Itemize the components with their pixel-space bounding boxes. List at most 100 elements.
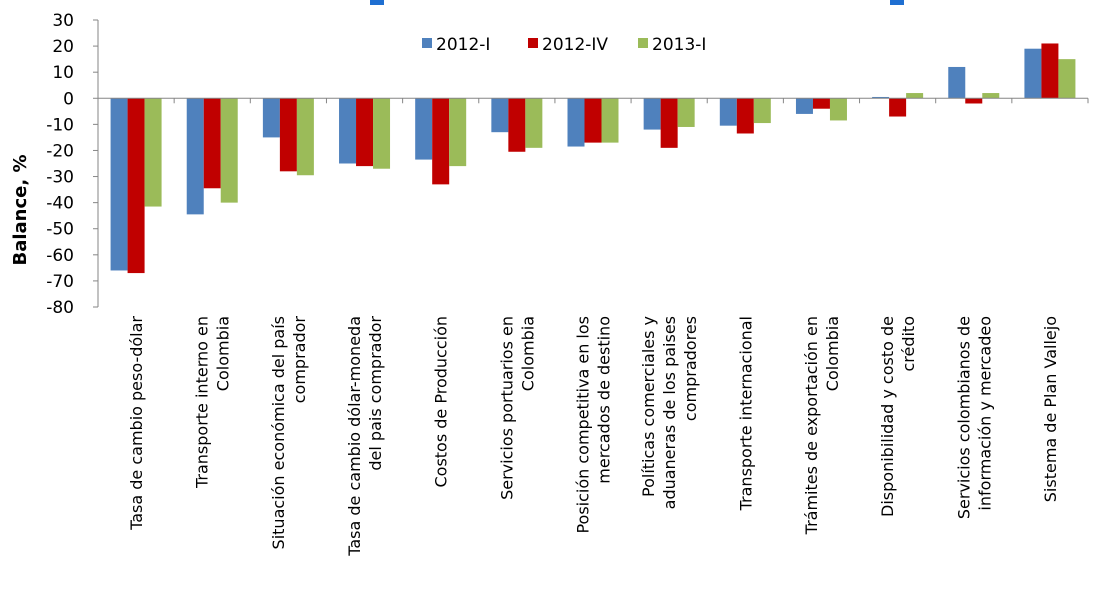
category-label: Tasa de cambio dólar-moneda del pais comp…: [345, 316, 385, 557]
bar: [203, 98, 221, 189]
category-labels: Tasa de cambio peso-dólar Transporte inte…: [127, 316, 1060, 557]
y-tick-label: -50: [46, 220, 74, 240]
bar: [339, 98, 357, 164]
legend: 2012-I 2012-IV 2013-I: [422, 35, 706, 55]
category-label-line: información y mercadeo: [975, 316, 994, 511]
bar: [144, 98, 162, 207]
y-tick-label: 0: [63, 89, 74, 109]
category-label-line: Colombia: [823, 316, 842, 391]
category-label-line: Sistema de Plan Vallejo: [1041, 316, 1060, 502]
bar: [829, 98, 847, 121]
bar: [753, 98, 771, 124]
category-label: Sistema de Plan Vallejo: [1041, 316, 1060, 502]
category-label: Transporte interno en Colombia: [193, 316, 233, 489]
y-tick-label: -60: [46, 246, 74, 266]
bar: [296, 98, 314, 176]
bar: [795, 98, 813, 114]
bar: [432, 98, 450, 185]
bar: [110, 98, 128, 271]
bar: [660, 98, 678, 148]
bar: [186, 98, 204, 215]
category-label-line: Situación económica del país: [269, 316, 288, 549]
category-label-line: Servicios colombianos de: [954, 316, 973, 519]
category-label: Trámites de exportación en Colombia: [802, 316, 842, 535]
bar: [948, 66, 966, 99]
bar: [567, 98, 585, 147]
category-label-line: Transporte internacional: [736, 316, 755, 511]
category-label-line: Disponibilidad y costo de: [878, 316, 897, 517]
bar: [1024, 48, 1042, 99]
category-label-line: Colombia: [518, 316, 537, 391]
bar: [677, 98, 695, 127]
bar: [279, 98, 297, 172]
bar: [525, 98, 543, 148]
category-label-line: mercados de destino: [595, 316, 614, 484]
y-axis-label: Balance, %: [10, 154, 31, 265]
bar: [220, 98, 238, 203]
category-label-line: Colombia: [214, 316, 233, 391]
y-axis: 30 20 10 0 -10 -20 -30 -40 -50 -60 -70 -80: [46, 11, 99, 318]
category-label-line: Políticas comerciales y: [639, 316, 658, 497]
title-fragment-left: [370, 0, 384, 5]
bar: [508, 98, 526, 152]
category-label: Costos de Producción: [432, 316, 451, 488]
x-axis: [97, 97, 1089, 104]
bar: [373, 98, 391, 169]
bar: [1041, 43, 1059, 99]
y-tick-label: -30: [46, 168, 74, 188]
bars-group: [110, 43, 1076, 274]
y-tick-label: 10: [52, 63, 74, 83]
category-label-line: Servicios portuarios en: [497, 316, 516, 500]
legend-label: 2012-I: [436, 35, 490, 55]
category-label-line: Costos de Producción: [432, 316, 451, 488]
y-tick-label: -20: [46, 141, 74, 161]
bar: [356, 98, 374, 167]
category-label: Situación económica del país comprador: [269, 316, 309, 550]
bar: [262, 98, 280, 138]
category-label: Políticas comerciales y aduaneras de los …: [639, 316, 700, 509]
legend-swatch: [422, 38, 432, 48]
category-label-line: compradores: [681, 316, 700, 421]
bar: [601, 98, 619, 143]
category-label-line: Tasa de cambio peso-dólar: [127, 316, 146, 531]
legend-swatch: [638, 38, 648, 48]
bar: [736, 98, 754, 134]
category-label-line: Trámites de exportación en: [802, 316, 821, 535]
legend-label: 2013-I: [652, 35, 706, 55]
bar: [415, 98, 433, 160]
category-label: Tasa de cambio peso-dólar: [127, 316, 146, 531]
y-tick-label: 20: [52, 37, 74, 57]
title-fragment-right: [890, 0, 904, 5]
category-label: Transporte internacional: [736, 316, 755, 511]
bar: [1058, 59, 1076, 99]
y-tick-label: -80: [46, 298, 74, 318]
category-label-line: aduaneras de los paises: [660, 316, 679, 509]
category-label-line: Tasa de cambio dólar-moneda: [345, 316, 364, 557]
legend-label: 2012-IV: [542, 35, 608, 55]
bar: [906, 93, 924, 99]
bar: [982, 93, 1000, 99]
category-label: Servicios colombianos de información y me…: [954, 316, 994, 519]
category-label-line: crédito: [899, 316, 918, 372]
y-tick-label: 30: [52, 11, 74, 31]
category-label: Servicios portuarios en Colombia: [497, 316, 537, 500]
bar: [584, 98, 602, 143]
category-label-line: del pais comprador: [366, 316, 385, 471]
y-tick-label: -70: [46, 272, 74, 292]
category-label: Disponibilidad y costo de crédito: [878, 316, 918, 517]
y-tick-label: -40: [46, 194, 74, 214]
bar: [965, 98, 983, 104]
bar: [719, 98, 737, 126]
bar: [812, 98, 830, 109]
bar: [127, 98, 145, 274]
category-label-line: Transporte interno en: [193, 316, 212, 489]
legend-swatch: [528, 38, 538, 48]
bar: [491, 98, 509, 133]
bar: [889, 98, 907, 117]
bar: [643, 98, 661, 130]
category-label-line: Posición competitiva en los: [574, 316, 593, 534]
y-tick-label: -10: [46, 115, 74, 135]
category-label: Posición competitiva en los mercados de d…: [574, 316, 614, 534]
category-label-line: comprador: [290, 316, 309, 404]
